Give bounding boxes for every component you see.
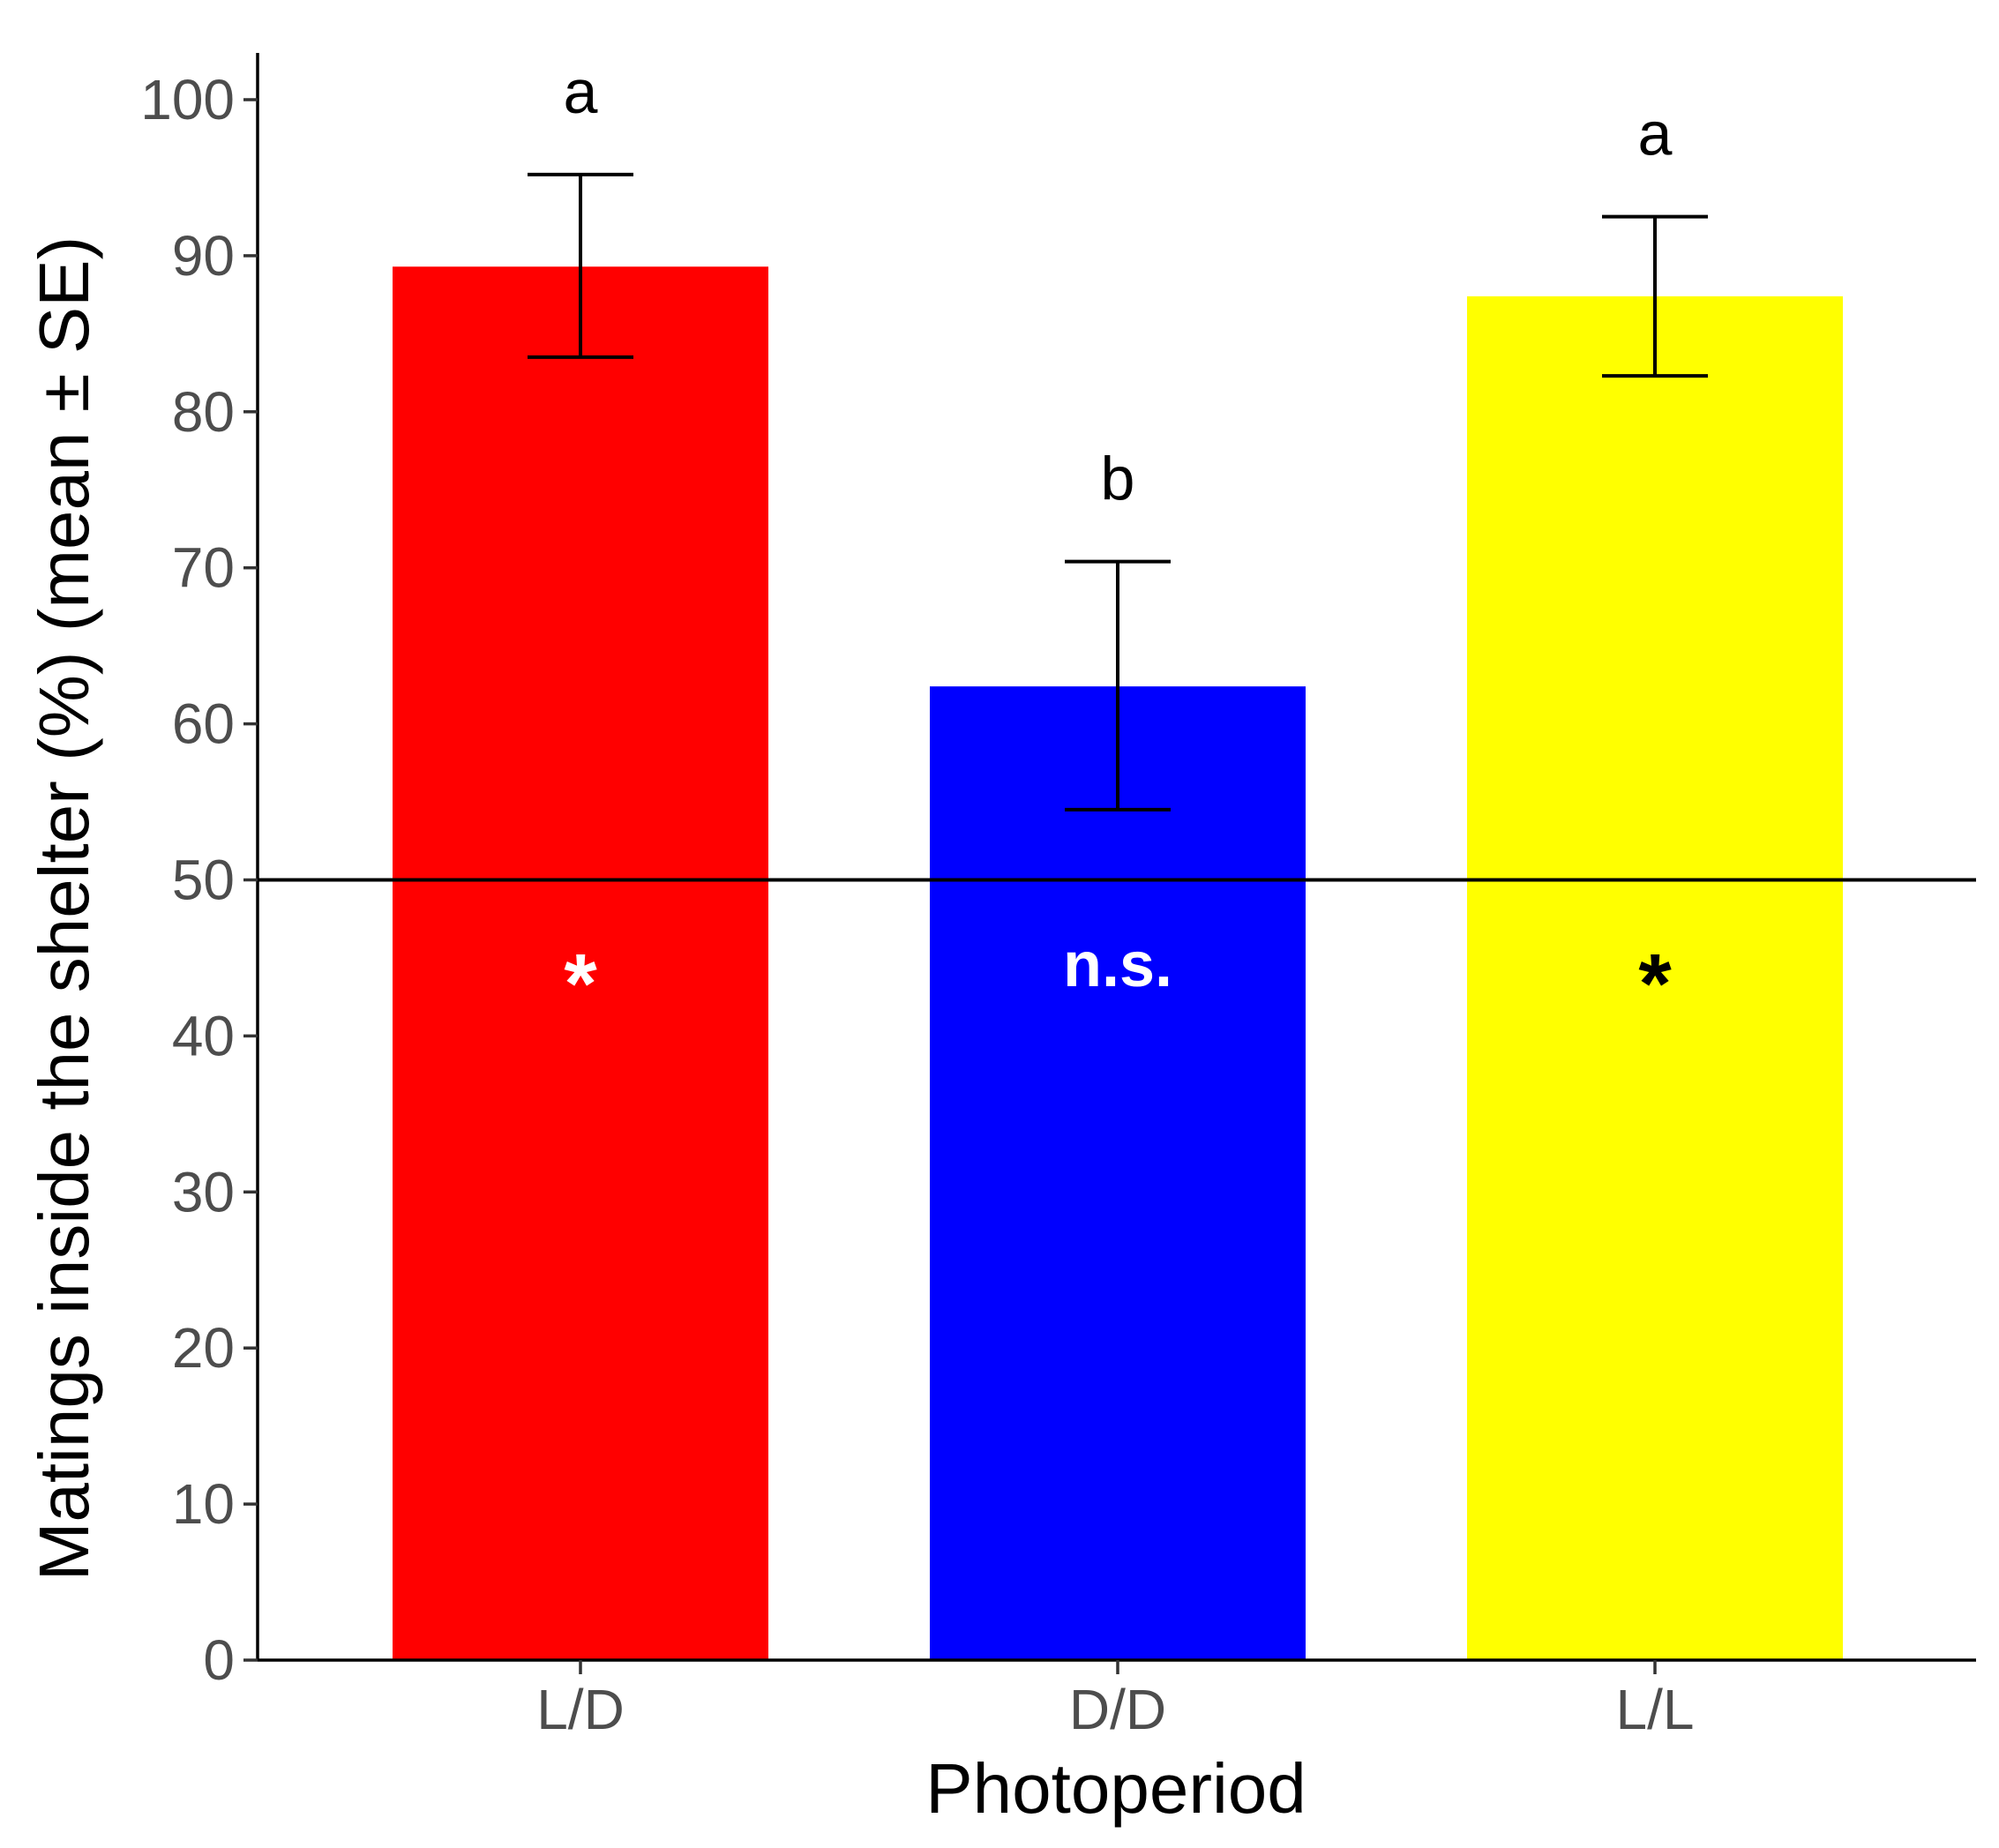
error-bar-l-l: [1602, 214, 1708, 378]
significance-label-l-d: *: [564, 937, 597, 1031]
error-bars-layer: [528, 172, 1708, 812]
significance-label-l-l: *: [1638, 937, 1672, 1031]
group-letter-l-d: a: [564, 57, 598, 126]
y-tick-label: 80: [172, 380, 235, 444]
y-tick-label: 0: [203, 1628, 235, 1692]
y-tick-label: 100: [140, 68, 235, 131]
group-letter-l-l: a: [1638, 100, 1673, 168]
x-tick-label: L/L: [1616, 1678, 1695, 1741]
y-tick-label: 90: [172, 224, 235, 288]
y-tick-label: 40: [172, 1004, 235, 1067]
x-tick-label: L/D: [536, 1678, 625, 1741]
bar-d-d: [930, 686, 1306, 1660]
y-tick-label: 10: [172, 1472, 235, 1536]
x-tick-label: D/D: [1069, 1678, 1166, 1741]
group-letters-layer: a b a: [564, 57, 1673, 513]
y-tick-label: 60: [172, 692, 235, 756]
significance-labels-layer: * n.s. *: [564, 930, 1672, 1031]
significance-label-d-d: n.s.: [1063, 930, 1172, 1000]
y-tick-label: 20: [172, 1316, 235, 1380]
error-bar-d-d: [1065, 559, 1171, 812]
x-axis-title: Photoperiod: [925, 1749, 1306, 1828]
group-letter-d-d: b: [1101, 445, 1135, 513]
y-tick-label: 50: [172, 849, 235, 912]
bar-l-d: [393, 266, 768, 1661]
y-tick-label: 30: [172, 1160, 235, 1223]
y-tick-label: 70: [172, 536, 235, 600]
bar-l-l: [1467, 296, 1843, 1660]
x-ticks-layer: L/D D/D L/L: [536, 1660, 1694, 1741]
y-ticks-layer: 0 10 20 30 40 50 60 70 80 90 100: [140, 68, 258, 1692]
bars-layer: [393, 266, 1843, 1661]
error-bar-l-d: [528, 172, 633, 359]
y-axis-title: Matings inside the shelter (%) (mean ± S…: [25, 236, 103, 1582]
